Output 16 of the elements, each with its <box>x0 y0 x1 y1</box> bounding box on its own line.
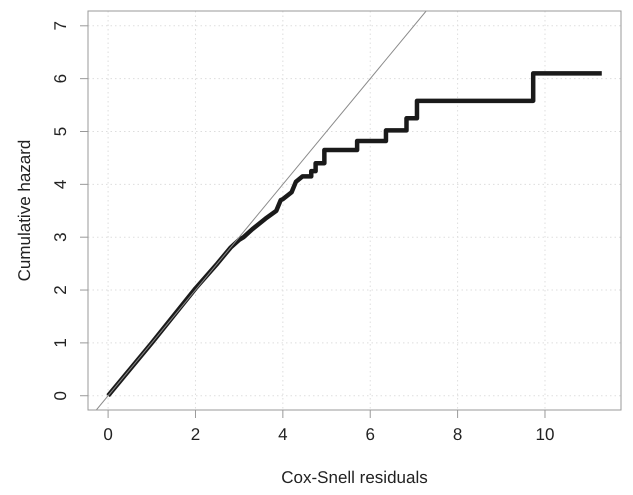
x-tick-label: 2 <box>190 425 200 444</box>
y-tick-label: 5 <box>51 126 70 136</box>
x-tick-label: 8 <box>452 425 462 444</box>
x-tick-label: 6 <box>365 425 375 444</box>
y-tick-label: 0 <box>51 390 70 400</box>
y-tick-label: 6 <box>51 74 70 84</box>
y-tick-label: 2 <box>51 285 70 295</box>
x-axis-title: Cox-Snell residuals <box>281 468 428 487</box>
y-tick-label: 1 <box>51 338 70 348</box>
y-tick-label: 3 <box>51 232 70 242</box>
x-tick-label: 4 <box>278 425 288 444</box>
x-tick-label: 0 <box>103 425 113 444</box>
y-axis-title: Cumulative hazard <box>15 140 34 282</box>
y-tick-label: 4 <box>51 180 70 190</box>
x-tick-label: 10 <box>536 425 554 444</box>
y-tick-label: 7 <box>51 21 70 31</box>
